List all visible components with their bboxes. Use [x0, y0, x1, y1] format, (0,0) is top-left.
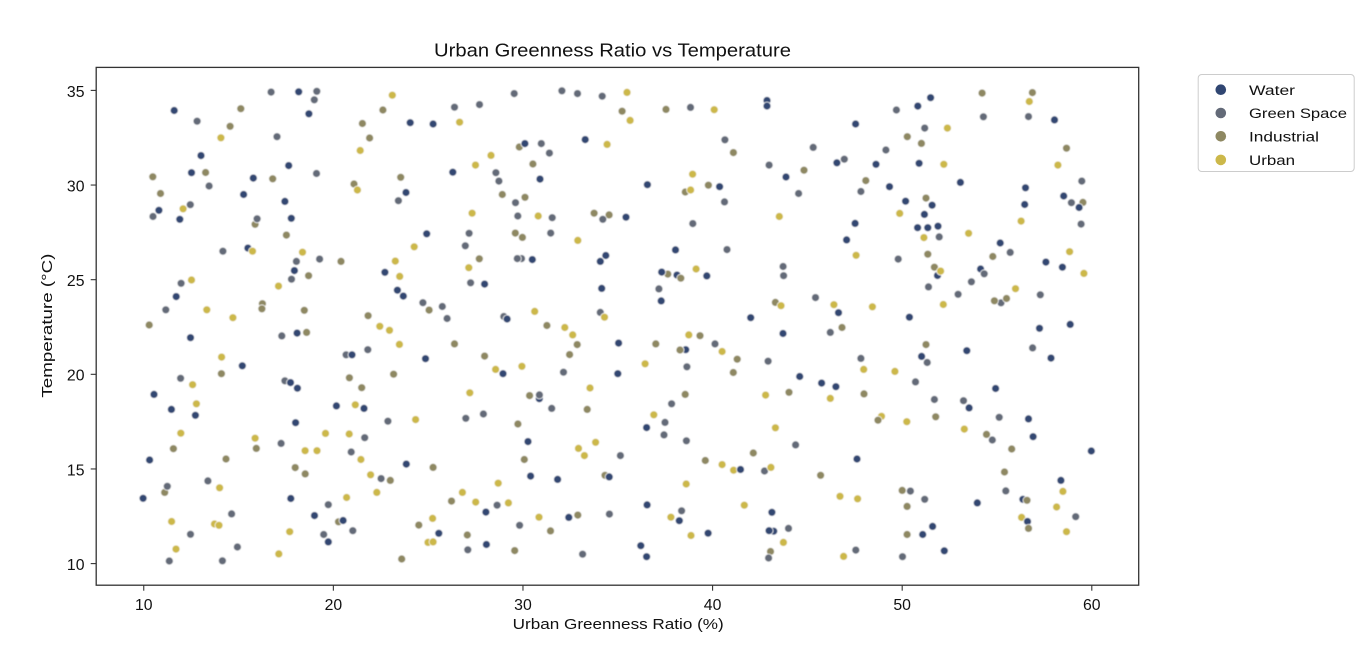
svg-text:60: 60 — [1083, 597, 1101, 614]
svg-text:30: 30 — [514, 597, 532, 614]
svg-text:10: 10 — [135, 597, 153, 614]
svg-text:20: 20 — [67, 368, 85, 385]
svg-text:50: 50 — [893, 597, 911, 614]
svg-text:Temperature (°C): Temperature (°C) — [39, 254, 56, 398]
svg-text:30: 30 — [67, 178, 85, 195]
svg-text:Urban: Urban — [1249, 153, 1295, 169]
svg-text:Industrial: Industrial — [1249, 129, 1319, 145]
svg-text:10: 10 — [67, 557, 85, 574]
svg-text:15: 15 — [67, 462, 85, 479]
svg-text:40: 40 — [704, 597, 722, 614]
svg-text:25: 25 — [67, 273, 85, 290]
svg-text:Urban Greenness Ratio (%): Urban Greenness Ratio (%) — [513, 616, 724, 633]
svg-text:Urban Greenness Ratio vs Tempe: Urban Greenness Ratio vs Temperature — [434, 39, 791, 60]
svg-text:Green Space: Green Space — [1249, 106, 1347, 122]
svg-text:35: 35 — [67, 84, 85, 101]
svg-text:20: 20 — [325, 597, 343, 614]
svg-text:Water: Water — [1249, 83, 1295, 99]
